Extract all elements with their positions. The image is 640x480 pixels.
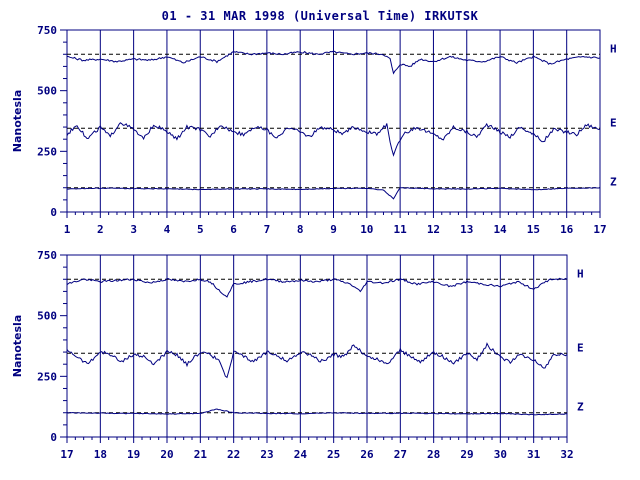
plot-frame	[66, 254, 568, 438]
series-line-z	[67, 187, 601, 200]
x-tick-label: 9	[330, 223, 337, 236]
x-tick-label: 5	[197, 223, 204, 236]
series-line-h	[66, 50, 601, 75]
x-tick-label: 31	[527, 448, 541, 461]
x-tick-label: 19	[127, 448, 140, 461]
x-tick-label: 20	[160, 448, 173, 461]
x-tick-label: 28	[427, 448, 440, 461]
x-tick-label: 32	[560, 448, 573, 461]
x-tick-label: 11	[394, 223, 408, 236]
x-tick-label: 7	[264, 223, 271, 236]
x-tick-label: 26	[360, 448, 374, 461]
y-tick-label: 500	[37, 85, 57, 98]
y-axis-label: Nanotesla	[11, 90, 24, 152]
x-tick-label: 13	[460, 223, 473, 236]
x-tick-label: 30	[494, 448, 507, 461]
page-title: 01 - 31 MAR 1998 (Universal Time) IRKUTS…	[161, 9, 479, 23]
series-label-h: H	[577, 267, 584, 280]
chart-panel-top: 1 2 3 4 5 6 7 8 9 10 11 12 13 14 15 16 170250500750Nanot…	[11, 24, 617, 236]
x-tick-label: 17	[593, 223, 606, 236]
x-tick-label: 3	[130, 223, 137, 236]
series-label-e: E	[610, 116, 617, 129]
y-tick-label: 250	[37, 145, 57, 158]
series-label-e: E	[577, 341, 584, 354]
x-tick-label: 24	[294, 448, 308, 461]
series-line-e	[66, 342, 568, 379]
series-label-z: Z	[610, 176, 617, 189]
series-line-e	[66, 122, 601, 157]
x-tick-label: 16	[560, 223, 574, 236]
x-tick-label: 4	[164, 223, 171, 236]
x-tick-label: 8	[297, 223, 304, 236]
x-tick-label: 18	[94, 448, 107, 461]
series-line-z	[66, 408, 568, 416]
x-tick-label: 29	[460, 448, 473, 461]
y-tick-label: 0	[50, 206, 57, 219]
x-tick-label: 6	[230, 223, 237, 236]
y-tick-label: 750	[37, 249, 57, 262]
x-tick-label: 1	[64, 223, 71, 236]
x-tick-label: 10	[360, 223, 373, 236]
series-line-h	[66, 277, 568, 298]
x-tick-label: 22	[227, 448, 240, 461]
x-tick-label: 27	[394, 448, 407, 461]
series-label-z: Z	[577, 401, 584, 414]
x-tick-label: 15	[527, 223, 540, 236]
y-tick-label: 250	[37, 370, 57, 383]
y-axis-label: Nanotesla	[11, 315, 24, 377]
x-tick-label: 17	[60, 448, 73, 461]
y-tick-label: 500	[37, 310, 57, 323]
chart-panel-bottom: 17 18 19 20 21 22 23 24 25 26 27 28 29 30 31 32 0 250 500 7…	[11, 249, 584, 461]
series-label-h: H	[610, 42, 617, 55]
x-tick-label: 14	[493, 223, 507, 236]
x-tick-label: 21	[194, 448, 208, 461]
x-tick-label: 2	[97, 223, 104, 236]
y-tick-label: 0	[50, 431, 57, 444]
x-tick-label: 23	[260, 448, 273, 461]
x-tick-label: 25	[327, 448, 340, 461]
x-tick-label: 12	[427, 223, 440, 236]
y-tick-label: 750	[37, 24, 57, 37]
